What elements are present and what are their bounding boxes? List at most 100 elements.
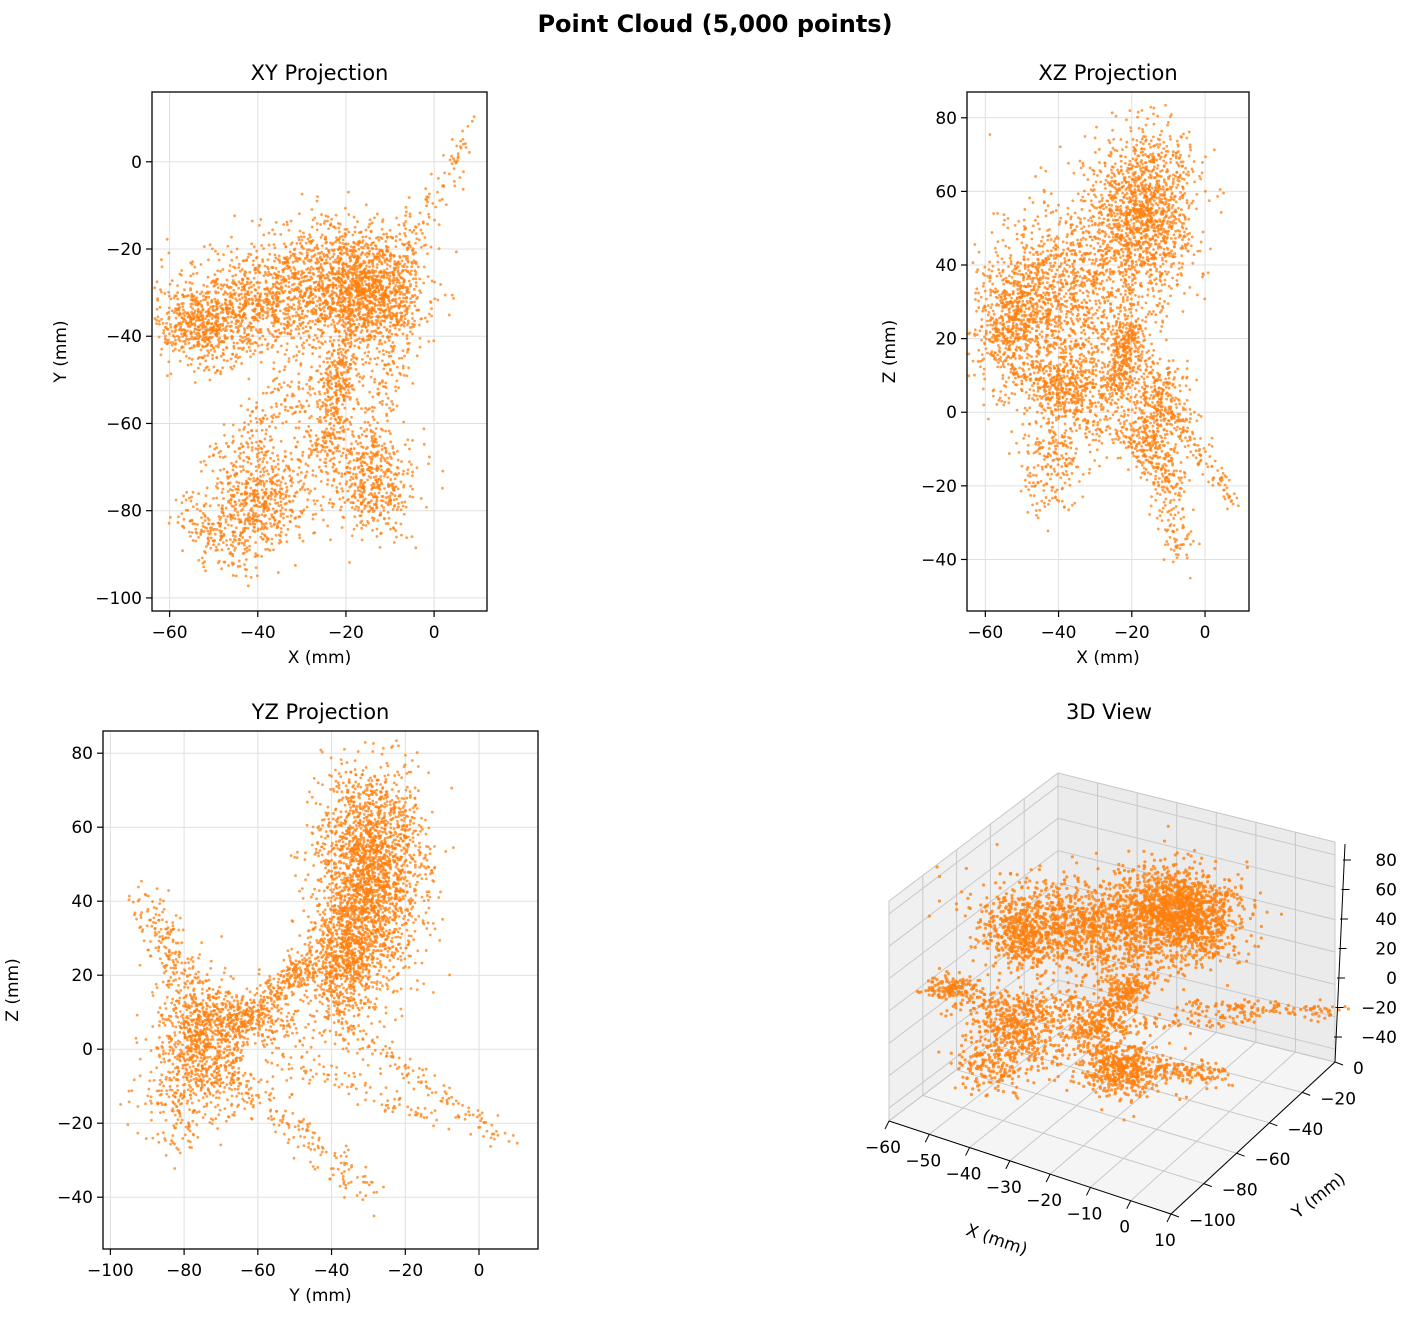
- data-point: [316, 327, 320, 331]
- data-point: [415, 354, 419, 358]
- data-point: [324, 214, 328, 218]
- data-point: [364, 447, 368, 451]
- data-point: [345, 227, 349, 231]
- data-point: [248, 282, 252, 285]
- data-point: [284, 455, 287, 459]
- data-point: [237, 305, 241, 309]
- data-point: [177, 336, 181, 339]
- data-point: [318, 297, 322, 301]
- data-point: [389, 499, 393, 503]
- data-point: [197, 337, 200, 341]
- data-point: [361, 251, 364, 254]
- data-point: [183, 328, 187, 332]
- data-point: [235, 247, 239, 251]
- data-point: [272, 489, 276, 492]
- data-point: [385, 263, 389, 266]
- data-point: [234, 472, 238, 476]
- data-point: [349, 302, 352, 306]
- data-point: [242, 312, 246, 316]
- data-point: [363, 420, 367, 424]
- data-point: [319, 372, 323, 376]
- data-point: [317, 270, 321, 273]
- data-point: [198, 362, 202, 366]
- data-point: [331, 431, 335, 435]
- data-point: [199, 323, 203, 326]
- data-point: [335, 301, 339, 305]
- data-point: [299, 471, 303, 474]
- data-point: [352, 472, 355, 476]
- data-point: [337, 230, 341, 234]
- data-point: [389, 306, 393, 310]
- data-point: [278, 370, 281, 373]
- data-point: [251, 342, 255, 345]
- data-point: [378, 270, 382, 274]
- data-point: [375, 266, 379, 269]
- data-point: [401, 269, 405, 272]
- data-point: [306, 321, 310, 325]
- data-point: [353, 230, 357, 234]
- data-point: [409, 282, 412, 286]
- data-point: [407, 240, 411, 244]
- data-point: [230, 301, 234, 305]
- data-point: [223, 526, 227, 530]
- data-point: [411, 332, 414, 336]
- data-point: [308, 268, 312, 272]
- data-point: [322, 221, 326, 225]
- data-point: [177, 328, 181, 332]
- data-point: [338, 241, 342, 245]
- data-point: [409, 463, 413, 466]
- data-point: [144, 296, 147, 299]
- data-point: [410, 535, 414, 539]
- data-point: [340, 248, 344, 252]
- data-point: [308, 435, 312, 438]
- data-point: [340, 415, 343, 419]
- data-point: [352, 352, 356, 356]
- data-point: [415, 297, 419, 300]
- data-point: [292, 355, 296, 358]
- data-point: [338, 382, 342, 386]
- data-point: [231, 423, 235, 427]
- data-point: [222, 319, 226, 323]
- data-point: [411, 322, 415, 326]
- data-point: [271, 451, 275, 455]
- data-point: [411, 295, 414, 298]
- data-point: [163, 337, 167, 340]
- data-point: [452, 157, 455, 160]
- data-point: [160, 317, 164, 321]
- data-point: [298, 420, 301, 424]
- data-point: [332, 301, 335, 305]
- data-point: [160, 290, 163, 294]
- data-point: [384, 451, 388, 454]
- data-point: [385, 329, 389, 332]
- data-point: [232, 288, 236, 292]
- data-point: [265, 540, 268, 543]
- data-point: [243, 335, 247, 339]
- data-point: [262, 507, 266, 511]
- data-point: [238, 355, 242, 359]
- data-point: [289, 478, 293, 482]
- data-point: [255, 401, 259, 405]
- data-point: [191, 307, 195, 311]
- data-point: [286, 515, 289, 519]
- data-point: [359, 297, 363, 301]
- data-point: [400, 356, 404, 360]
- data-point: [207, 522, 210, 526]
- data-point: [379, 323, 383, 327]
- data-point: [265, 469, 269, 473]
- data-point: [342, 261, 345, 265]
- data-point: [212, 347, 216, 350]
- data-point: [272, 413, 276, 417]
- data-point: [409, 330, 412, 334]
- data-point: [372, 337, 376, 341]
- data-point: [214, 316, 218, 320]
- data-point: [169, 372, 173, 376]
- data-point: [318, 415, 322, 419]
- data-point: [305, 268, 309, 271]
- data-point: [193, 322, 197, 325]
- data-point: [296, 473, 300, 476]
- data-point: [255, 318, 258, 322]
- data-point: [354, 496, 357, 500]
- data-point: [329, 427, 333, 430]
- data-point: [330, 387, 334, 390]
- data-point: [350, 271, 354, 275]
